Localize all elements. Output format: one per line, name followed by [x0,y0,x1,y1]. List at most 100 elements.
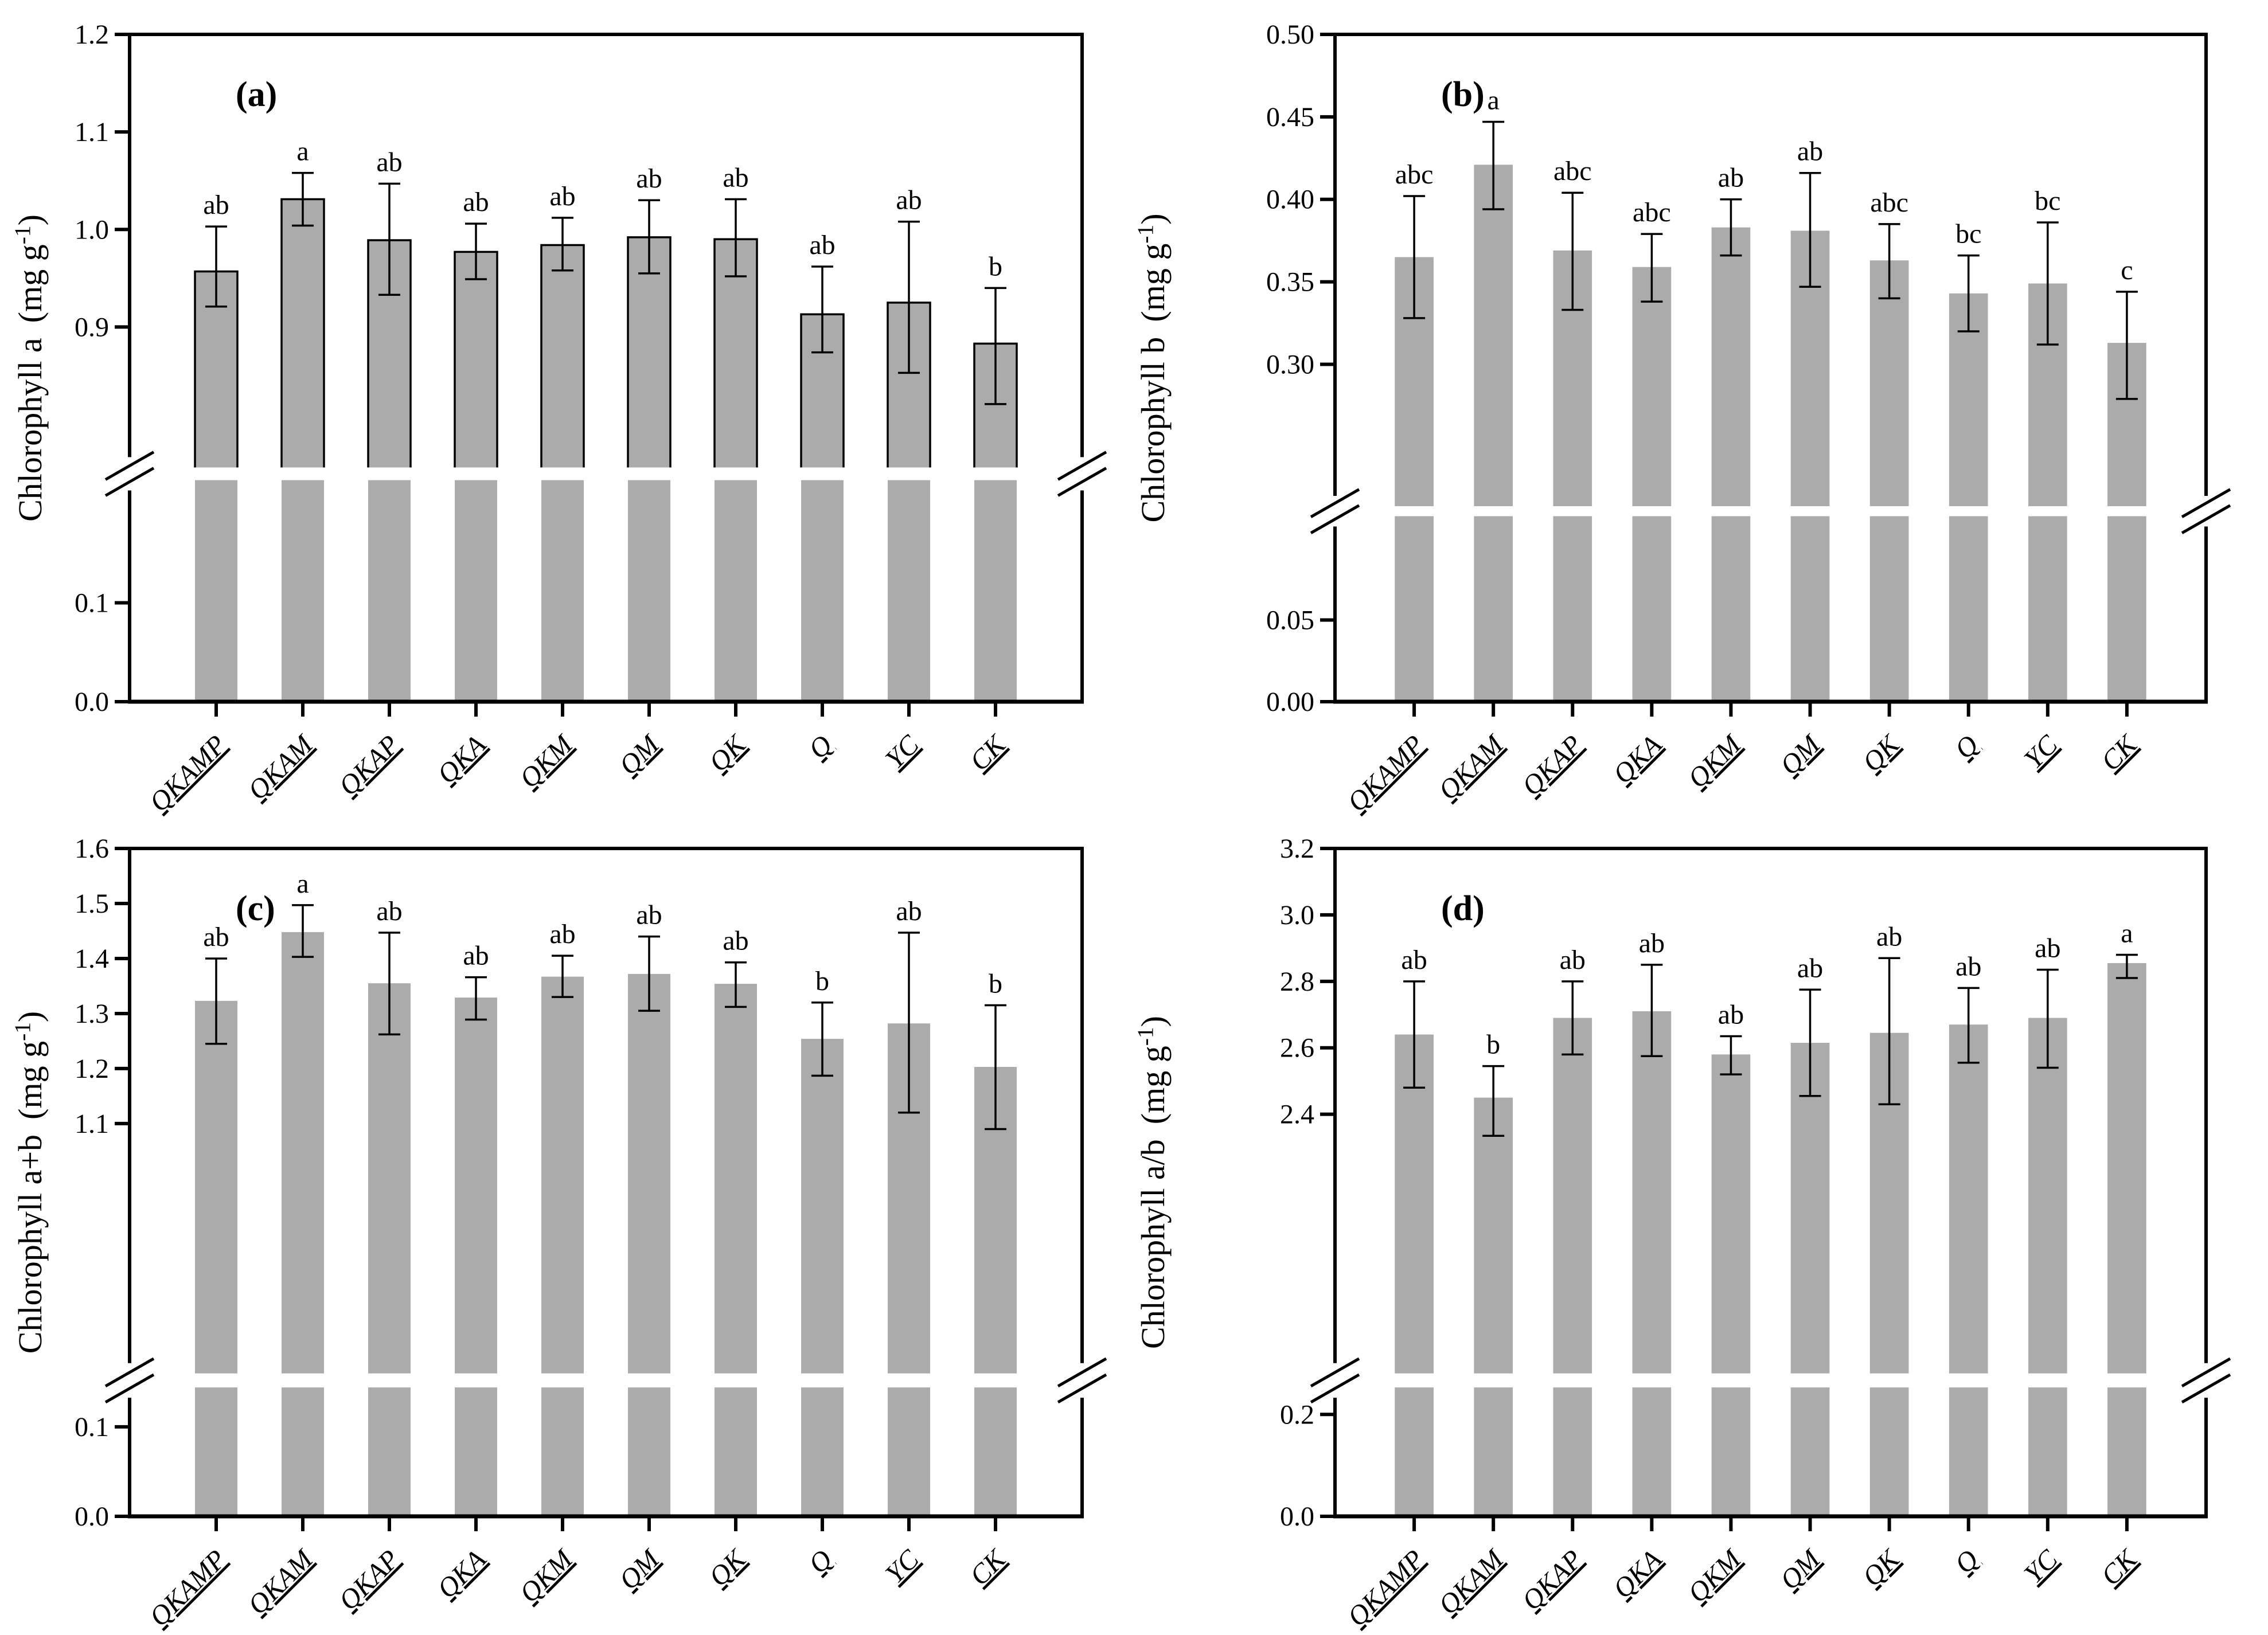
significance-letter: bc [2035,186,2060,216]
axis-break-mark [104,1357,155,1388]
x-axis-label: QM [1774,728,1827,781]
x-axis-label: QKAMP [1341,1544,1430,1632]
significance-letter: ab [1401,945,1427,975]
y-tick-label: 0.0 [75,687,109,717]
y-tick-label: 0.1 [75,1412,109,1442]
bar-lower-segment [1553,1387,1592,1516]
bar-lower-segment [715,1387,757,1516]
bar [282,932,324,1374]
y-tick-label: 2.8 [1280,967,1314,997]
bar [1869,260,1909,506]
significance-letter: ab [1718,163,1744,193]
axis-break-mark [104,451,155,481]
significance-letter: ab [896,185,922,216]
y-tick-label: 3.0 [1280,900,1314,930]
y-axis-title: Chlorophyll b (mg g-1) [1133,213,1172,522]
axis-break-mark [1057,451,1107,481]
x-axis-label: QM [1774,1543,1827,1595]
bar-lower-segment [282,480,324,702]
significance-letter: ab [1955,951,1981,981]
bar-lower-segment [974,480,1017,702]
bar-lower-segment [282,1387,324,1516]
x-axis-label: QKAM [242,728,320,806]
bar [1632,267,1672,506]
bar-lower-segment [1395,516,1434,702]
bar-lower-segment [455,480,497,702]
bar-lower-segment [974,1387,1017,1516]
panel-letter: (b) [1441,75,1485,114]
y-tick-label: 1.1 [75,1109,109,1139]
x-axis-label: QKAMP [1341,729,1430,817]
y-tick-label: 0.1 [75,588,109,618]
bar [1711,227,1751,506]
x-axis-label: QKM [1682,1543,1748,1609]
y-tick-label: 0.50 [1266,19,1314,50]
bar-lower-segment [1711,516,1751,702]
panel-letter: (d) [1441,889,1485,928]
x-axis-label: QKAP [1516,729,1588,801]
axis-break-mark [1310,488,1360,518]
bar-lower-segment [541,480,584,702]
x-axis-label: QKM [514,1543,580,1609]
significance-letter: bc [1955,219,1981,249]
x-axis-label: Q [803,1544,838,1579]
x-axis-label: QKAMP [143,729,232,817]
significance-letter: ab [723,926,748,956]
significance-letter: ab [463,187,489,217]
bar [628,973,670,1374]
bar [1949,1024,1988,1374]
y-tick-label: 3.2 [1280,834,1314,864]
y-tick-label: 0.0 [1280,1501,1314,1532]
significance-letter: ab [2035,933,2060,964]
significance-letter: a [296,136,309,167]
significance-letter: ab [636,163,662,194]
x-axis-label: QKA [431,729,492,790]
axis-break-mark [2181,488,2231,518]
y-axis-title: Chlorophyll a (mg g-1) [10,214,49,522]
axis-break-mark [1310,1373,1360,1404]
panel-c: ab QKAMP a QKAM ab QKAP ab QKA ab QKM ab QM ab QK b Qab… [10,834,1107,1633]
y-tick-label: 1.4 [75,944,109,974]
significance-letter: ab [1718,999,1744,1030]
x-axis-label: CK [2095,728,2144,777]
y-tick-label: 2.4 [1280,1100,1314,1130]
bar-lower-segment [541,1387,584,1516]
x-axis-label: QM [614,728,666,781]
bar-lower-segment [195,1387,237,1516]
significance-letter: ab [203,190,229,220]
x-axis-label: QKAM [1432,728,1510,806]
bar-lower-segment [1632,516,1672,702]
significance-letter: b [1486,1030,1500,1060]
y-tick-label: 0.05 [1266,605,1314,635]
bar [1474,1097,1513,1374]
significance-letter: abc [1553,156,1592,186]
significance-letter: ab [809,230,835,260]
x-axis-label: QKA [431,1544,492,1605]
y-tick-label: 0.35 [1266,267,1314,298]
significance-letter: ab [1797,953,1823,983]
bar-lower-segment [455,1387,497,1516]
significance-letter: ab [1639,928,1665,959]
x-axis-label: QKA [1607,1544,1668,1605]
significance-letter: ab [636,900,662,930]
y-tick-label: 1.2 [75,1054,109,1084]
bar-lower-segment [1474,1387,1513,1516]
x-axis-label: QK [703,728,753,778]
x-axis-label: YC [880,729,926,775]
y-tick-label: 0.40 [1266,185,1314,215]
significance-letter: a [296,869,309,899]
panel-letter: (a) [236,75,277,114]
axis-break-mark [1057,1373,1107,1404]
y-tick-label: 0.45 [1266,102,1314,132]
x-axis-label: CK [964,728,1013,777]
bar [715,984,757,1374]
significance-letter: ab [1876,921,1902,952]
x-axis-label: QK [1857,728,1907,778]
y-tick-label: 2.6 [1280,1033,1314,1063]
bar [2028,1018,2067,1374]
significance-letter: a [2121,918,2133,948]
axis-break-mark [1310,1357,1360,1388]
axis-break-mark [104,1373,155,1404]
